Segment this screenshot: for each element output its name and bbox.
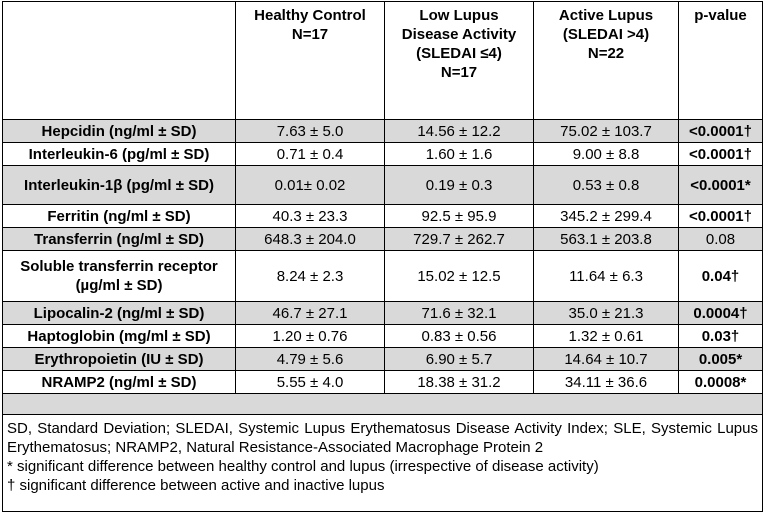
- row-label: Transferrin (ng/ml ± SD): [2, 227, 236, 251]
- value-cell: <0.0001†: [678, 119, 763, 143]
- row-label: Hepcidin (ng/ml ± SD): [2, 119, 236, 143]
- value-cell: 0.01± 0.02: [235, 165, 385, 205]
- value-cell: 0.53 ± 0.8: [533, 165, 679, 205]
- value-cell: 345.2 ± 299.4: [533, 204, 679, 228]
- value-cell: <0.0001†: [678, 204, 763, 228]
- data-table: Healthy Control N=17 Low Lupus Disease Acti…: [2, 1, 763, 512]
- footnote: † significant difference between active …: [7, 477, 385, 494]
- data-row: Hepcidin (ng/ml ± SD) 7.63 ± 5.0 14.56 ± 1…: [2, 119, 763, 143]
- header-cell: Low Lupus Disease Activity (SLEDAI ≤4) N=17: [384, 1, 534, 120]
- value-cell: 92.5 ± 95.9: [384, 204, 534, 228]
- value-cell: 648.3 ± 204.0: [235, 227, 385, 251]
- data-row: Transferrin (ng/ml ± SD) 648.3 ± 204.0 729…: [2, 227, 763, 251]
- value-cell: <0.0001†: [678, 142, 763, 166]
- header-line: N=17: [440, 64, 478, 81]
- header-row: Healthy Control N=17 Low Lupus Disease Acti…: [2, 1, 763, 120]
- header-line: (SLEDAI >4): [562, 26, 650, 43]
- value-cell: 71.6 ± 32.1: [384, 301, 534, 325]
- value-cell: 34.11 ± 36.6: [533, 370, 679, 394]
- data-row: Erythropoietin (IU ± SD) 4.79 ± 5.6 6.90 ±…: [2, 347, 763, 371]
- value-cell: 0.83 ± 0.56: [384, 324, 534, 348]
- value-cell: 1.20 ± 0.76: [235, 324, 385, 348]
- value-cell: 1.60 ± 1.6: [384, 142, 534, 166]
- header-line: p-value: [694, 7, 747, 24]
- value-cell: 563.1 ± 203.8: [533, 227, 679, 251]
- data-row: Ferritin (ng/ml ± SD) 40.3 ± 23.3 92.5 ± 9…: [2, 204, 763, 228]
- data-row: NRAMP2 (ng/ml ± SD) 5.55 ± 4.0 18.38 ± 31.…: [2, 370, 763, 394]
- header-line: N=17: [291, 26, 329, 43]
- value-cell: 75.02 ± 103.7: [533, 119, 679, 143]
- value-cell: 8.24 ± 2.3: [235, 250, 385, 302]
- value-cell: 14.56 ± 12.2: [384, 119, 534, 143]
- data-row: Soluble transferrin receptor (µg/ml ± SD…: [2, 250, 763, 302]
- blank-cell: [2, 393, 763, 415]
- row-label: NRAMP2 (ng/ml ± SD): [2, 370, 236, 394]
- value-cell: 14.64 ± 10.7: [533, 347, 679, 371]
- footnote-row: SD, Standard Deviation; SLEDAI, Systemic…: [2, 414, 763, 512]
- blank-row: [2, 393, 763, 415]
- value-cell: 0.03†: [678, 324, 763, 348]
- value-cell: 0.04†: [678, 250, 763, 302]
- value-cell: <0.0001*: [678, 165, 763, 205]
- value-cell: 5.55 ± 4.0: [235, 370, 385, 394]
- value-cell: 0.0004†: [678, 301, 763, 325]
- value-cell: 46.7 ± 27.1: [235, 301, 385, 325]
- row-label: Ferritin (ng/ml ± SD): [2, 204, 236, 228]
- header-cell: Active Lupus (SLEDAI >4) N=22: [533, 1, 679, 120]
- header-line: (SLEDAI ≤4): [416, 45, 502, 62]
- footnote: * significant difference between healthy…: [7, 458, 599, 475]
- row-label: Interleukin-6 (pg/ml ± SD): [2, 142, 236, 166]
- row-label: Interleukin-1β (pg/ml ± SD): [2, 165, 236, 205]
- data-row: Haptoglobin (mg/ml ± SD) 1.20 ± 0.76 0.83 …: [2, 324, 763, 348]
- data-row: Interleukin-6 (pg/ml ± SD) 0.71 ± 0.4 1.60…: [2, 142, 763, 166]
- header-line: Healthy Control: [254, 7, 366, 24]
- data-row: Interleukin-1β (pg/ml ± SD) 0.01± 0.02 0.1…: [2, 165, 763, 205]
- value-cell: 11.64 ± 6.3: [533, 250, 679, 302]
- row-label: Erythropoietin (IU ± SD): [2, 347, 236, 371]
- value-cell: 15.02 ± 12.5: [384, 250, 534, 302]
- value-cell: 0.0008*: [678, 370, 763, 394]
- value-cell: 6.90 ± 5.7: [384, 347, 534, 371]
- row-label: Lipocalin-2 (ng/ml ± SD): [2, 301, 236, 325]
- header-line: Low Lupus: [419, 7, 499, 24]
- value-cell: 1.32 ± 0.61: [533, 324, 679, 348]
- value-cell: 0.19 ± 0.3: [384, 165, 534, 205]
- value-cell: 0.08: [678, 227, 763, 251]
- footnote-cell: SD, Standard Deviation; SLEDAI, Systemic…: [2, 414, 763, 512]
- value-cell: 9.00 ± 8.8: [533, 142, 679, 166]
- value-cell: 35.0 ± 21.3: [533, 301, 679, 325]
- footnote: SD, Standard Deviation; SLEDAI, Systemic…: [7, 420, 758, 456]
- header-line: N=22: [587, 45, 625, 62]
- header-cell: [2, 1, 236, 120]
- header-cell: Healthy Control N=17: [235, 1, 385, 120]
- header-line: Disease Activity: [401, 26, 517, 43]
- row-label: Soluble transferrin receptor (µg/ml ± SD…: [2, 250, 236, 302]
- row-label: Haptoglobin (mg/ml ± SD): [2, 324, 236, 348]
- header-cell: p-value: [678, 1, 763, 120]
- value-cell: 18.38 ± 31.2: [384, 370, 534, 394]
- value-cell: 0.005*: [678, 347, 763, 371]
- value-cell: 729.7 ± 262.7: [384, 227, 534, 251]
- value-cell: 4.79 ± 5.6: [235, 347, 385, 371]
- value-cell: 7.63 ± 5.0: [235, 119, 385, 143]
- value-cell: 40.3 ± 23.3: [235, 204, 385, 228]
- header-line: Active Lupus: [558, 7, 654, 24]
- value-cell: 0.71 ± 0.4: [235, 142, 385, 166]
- data-row: Lipocalin-2 (ng/ml ± SD) 46.7 ± 27.1 71.6 …: [2, 301, 763, 325]
